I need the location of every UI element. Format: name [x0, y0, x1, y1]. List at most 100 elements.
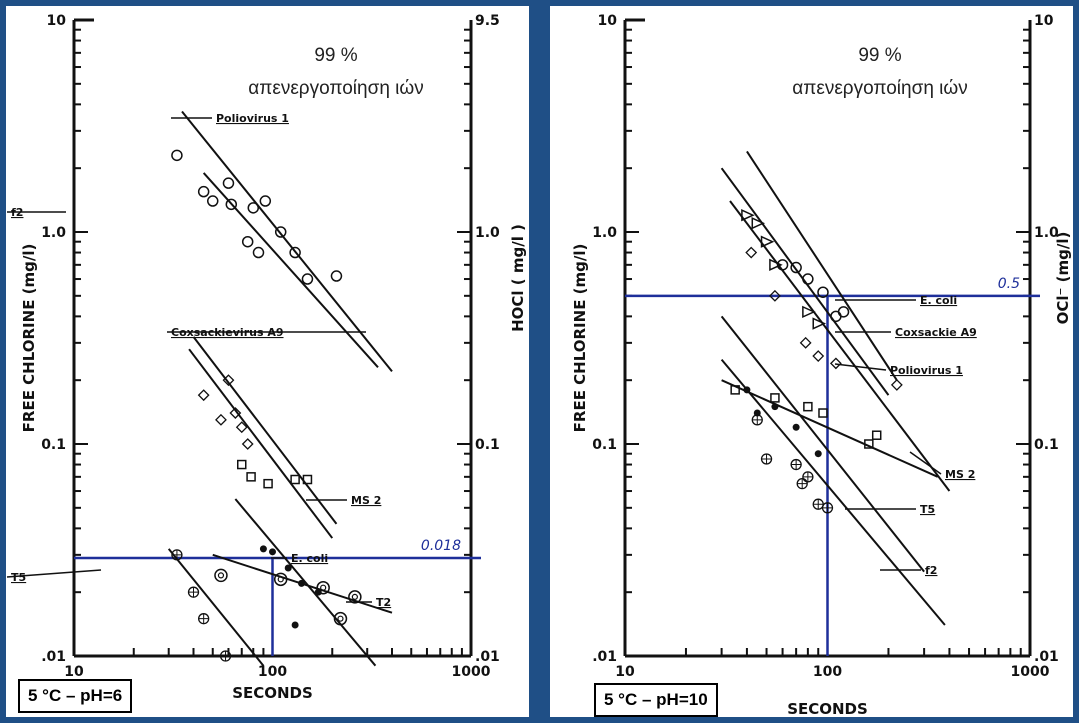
y-tick-label: 10: [47, 13, 67, 29]
y2-tick-label: .01: [1034, 649, 1059, 665]
data-point-cross: [822, 502, 833, 513]
series-label: T5: [920, 503, 935, 516]
data-point-cross: [813, 499, 824, 510]
x-tick-label: 100: [813, 664, 842, 680]
series-line: [720, 167, 890, 396]
data-point: [252, 246, 265, 259]
data-point: [222, 177, 235, 189]
data-point: [284, 564, 292, 572]
data-point: [171, 149, 183, 162]
data-point: [730, 385, 740, 395]
y2-axis-title: HOCl ( mg/l ): [509, 224, 527, 332]
data-point: [206, 195, 219, 207]
data-point: [241, 235, 254, 248]
series-line: [729, 200, 951, 492]
series-line: [192, 336, 338, 525]
data-point-inner: [337, 615, 344, 622]
data-point: [241, 438, 254, 450]
y-tick-label: 0.1: [41, 437, 66, 453]
data-point: [812, 317, 827, 330]
data-point: [214, 568, 228, 583]
data-point: [259, 545, 267, 553]
data-point: [290, 474, 300, 485]
data-point: [814, 450, 822, 458]
series-line: [188, 348, 334, 539]
x-axis-title: SECONDS: [787, 700, 868, 717]
series-label: E. coli: [920, 294, 957, 307]
data-point: [751, 217, 766, 230]
series-label: Poliovirus 1: [890, 364, 963, 377]
series-line: [167, 548, 265, 667]
data-point: [273, 572, 288, 587]
data-point: [197, 185, 210, 198]
chart-title: 99 %: [858, 45, 901, 66]
data-point: [301, 273, 314, 285]
data-point-cross: [802, 471, 813, 482]
data-point-inner: [320, 584, 327, 591]
data-point: [799, 336, 812, 349]
data-point: [274, 226, 287, 238]
series-line: [181, 110, 393, 373]
data-point: [246, 472, 256, 482]
data-point-cross: [761, 453, 772, 464]
chart-panel-ph10: .01 0.1 1.0 10.01 0.1 1.0 10 10 100 1000 SECONDS FR…: [550, 6, 1073, 717]
data-point: [890, 378, 903, 391]
series-label: f2: [11, 206, 23, 219]
reference-label: 0.018: [421, 538, 461, 554]
condition-label: 5 °C – pH=10: [594, 683, 718, 717]
data-point: [247, 202, 260, 214]
y-tick-label: 1.0: [41, 225, 66, 241]
data-point-inner: [351, 593, 358, 601]
data-point: [770, 393, 780, 403]
series-label: MS 2: [945, 468, 975, 481]
chart-subtitle: απενεργοποίηση ιών: [248, 78, 423, 99]
data-point: [812, 350, 825, 362]
data-point: [771, 403, 779, 411]
chart-title: 99 %: [314, 45, 357, 66]
data-point-cross: [752, 414, 763, 425]
data-point: [792, 423, 800, 431]
data-point: [348, 590, 362, 604]
y-tick-label: 10: [598, 13, 618, 29]
data-point: [235, 421, 248, 434]
x-tick-label: 1000: [452, 664, 491, 680]
series-line: [720, 315, 925, 573]
series-line: [746, 150, 898, 381]
data-point: [790, 261, 802, 274]
data-point: [802, 273, 814, 285]
series-label: T5: [11, 571, 26, 584]
series-line: [212, 553, 393, 614]
x-tick-label: 10: [64, 664, 84, 680]
data-point: [769, 289, 781, 302]
chart-subtitle: απενεργοποίηση ιών: [792, 78, 967, 99]
data-point-cross: [220, 651, 231, 661]
data-point: [225, 198, 238, 211]
y2-tick-label: 1.0: [475, 225, 500, 241]
chart-panel-ph6: .01 0.1 1.0 10.01 0.1 1.0 9.5 10 100 1000 SECONDS F…: [6, 6, 529, 717]
data-point-inner: [217, 572, 225, 579]
data-point: [817, 286, 829, 298]
data-point: [871, 430, 882, 440]
data-point-cross: [171, 549, 182, 560]
series-leader: [909, 451, 942, 475]
y2-axis-title: OCl⁻ (mg/l): [1054, 232, 1072, 325]
series-label: T2: [376, 596, 391, 609]
data-point-cross: [791, 459, 802, 470]
reference-label: 0.5: [998, 276, 1020, 292]
x-tick-label: 100: [258, 664, 287, 680]
data-point-cross: [198, 613, 209, 624]
data-point: [864, 439, 874, 449]
data-point: [302, 474, 313, 485]
series-line: [234, 498, 377, 667]
chart-ph6: .010.11.010.010.11.09.510 100 1000SECONDSF…: [6, 13, 527, 702]
data-point: [333, 611, 348, 626]
y-tick-label: .01: [41, 649, 66, 665]
data-point: [291, 621, 299, 629]
data-point: [197, 389, 210, 402]
series-label: Poliovirus 1: [216, 112, 289, 125]
x-axis-title: SECONDS: [232, 684, 313, 702]
series-line: [721, 379, 939, 478]
data-point: [316, 580, 330, 595]
data-point-cross: [188, 587, 199, 598]
